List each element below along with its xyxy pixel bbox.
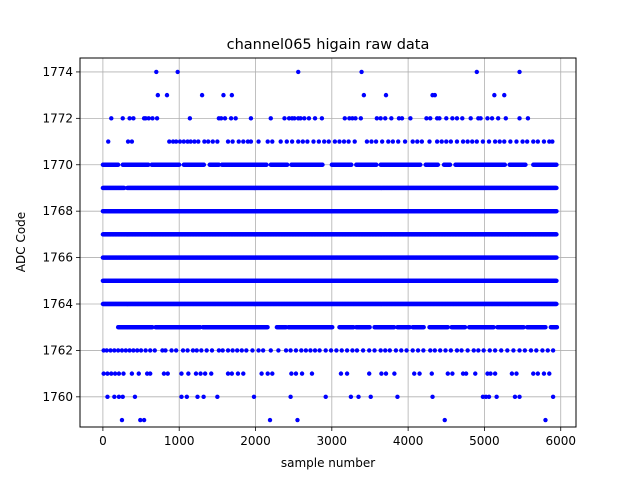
data-point [115,162,121,167]
data-point [554,232,559,237]
data-point [554,255,559,260]
data-point [447,162,453,167]
data-point [201,162,207,167]
data-point [554,301,559,307]
data-point [435,162,441,167]
scatter-points [100,69,560,423]
data-point [285,162,290,167]
data-point [374,162,379,167]
data-point [264,162,269,167]
data-point [418,162,423,167]
data-point [554,185,559,191]
data-point [177,162,182,167]
data-point [554,278,559,283]
data-point [320,162,325,167]
data-point [349,162,354,167]
data-point [554,208,559,214]
